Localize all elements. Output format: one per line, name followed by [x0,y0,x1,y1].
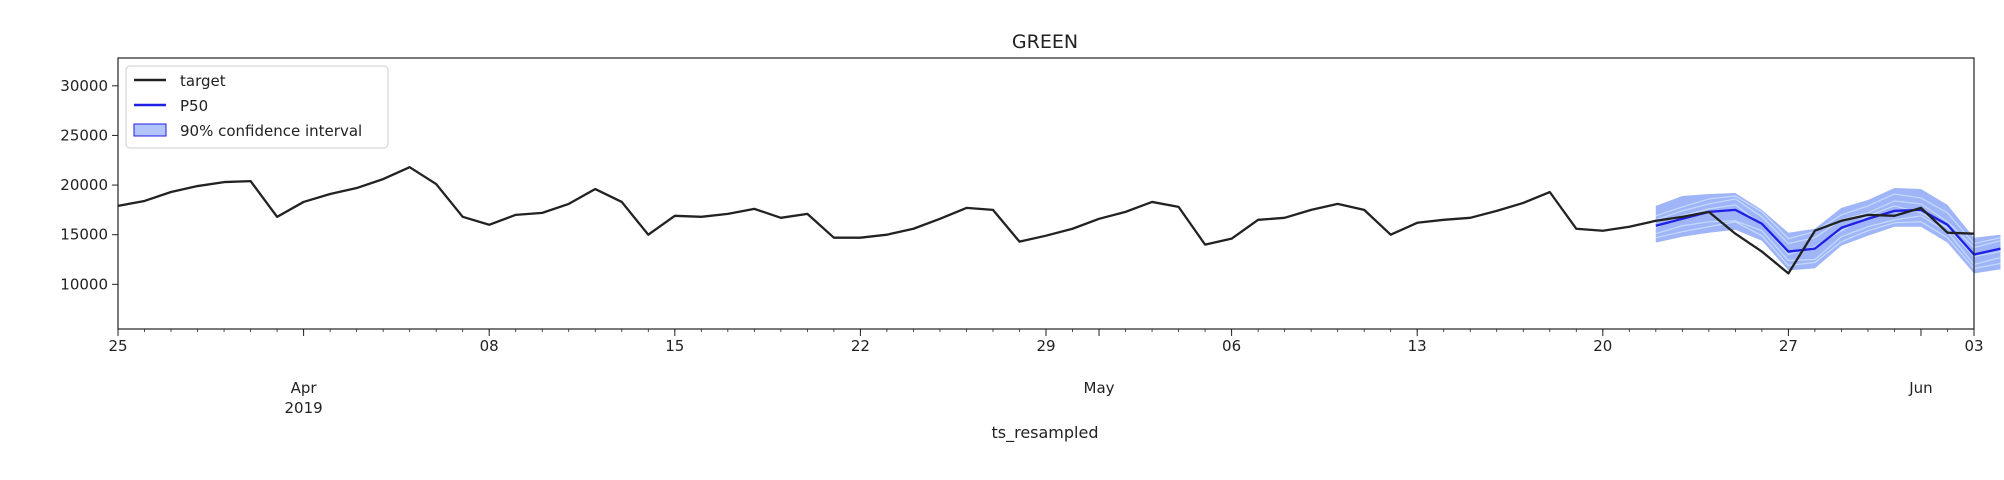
sample-path-0 [1655,198,2001,249]
y-tick-label: 20000 [60,176,108,194]
x-tick-label: 08 [480,337,499,355]
x-tick-label: 20 [1593,337,1612,355]
x-tick-label: 13 [1408,337,1427,355]
x-axis: 25 Apr 2019 08 15 22 29 May 06 13 20 27 Jun 03 [108,329,1984,417]
plot-area-frame [117,57,1975,330]
legend: target P50 90% confidence interval [125,65,389,149]
series-line-p50 [1655,208,2001,256]
legend-box [125,65,389,149]
chart-title: GREEN [1012,31,1078,53]
x-tick-label: 27 [1779,337,1798,355]
x-axis-label: ts_resampled [991,423,1098,443]
y-tick-label: 30000 [60,77,108,95]
legend-ci-label: 90% confidence interval [180,122,362,140]
x-tick-label: May [1084,379,1115,397]
legend-target-label: target [180,72,226,90]
y-axis: 10000 15000 20000 25000 30000 [60,77,118,293]
x-tick-label: Jun [1908,379,1932,397]
series-layer [117,166,2001,275]
legend-ci-swatch [133,123,167,137]
legend-p50-label: P50 [180,97,208,115]
confidence-interval-layer [1655,188,2001,274]
x-tick-label: 29 [1036,337,1055,355]
confidence-interval-band [1655,188,2001,274]
x-tick-label: 06 [1222,337,1241,355]
y-tick-label: 15000 [60,226,108,244]
x-tick-label: 15 [665,337,684,355]
sample-path-2 [1655,193,2001,245]
sample-path-3 [1655,221,2001,270]
x-tick-label: 22 [851,337,870,355]
y-tick-label: 25000 [60,126,108,144]
y-tick-label: 10000 [60,275,108,293]
series-line-target [117,166,1975,275]
x-tick-label: Apr [291,379,318,397]
x-tick-label: 25 [108,337,127,355]
x-tick-label: 2019 [285,399,323,417]
x-tick-label: 03 [1964,337,1983,355]
